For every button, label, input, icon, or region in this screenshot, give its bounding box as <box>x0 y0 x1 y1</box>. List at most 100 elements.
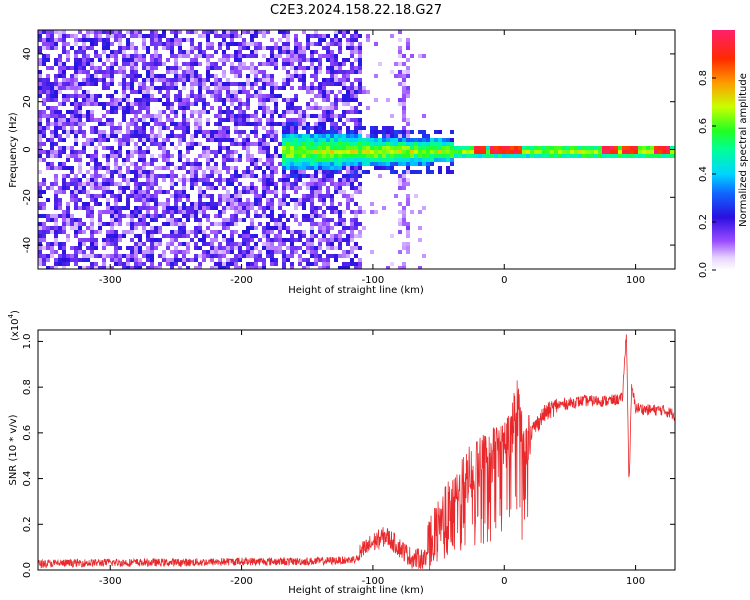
spectrogram-cell <box>322 238 326 242</box>
spectrogram-cell <box>102 130 106 134</box>
spectrogram-cell <box>206 202 210 206</box>
spectrogram-cell <box>278 86 282 90</box>
spectrogram-cell <box>378 158 382 162</box>
spectrogram-cell <box>310 154 314 158</box>
spectrogram-cell <box>282 134 286 138</box>
spectrogram-cell <box>106 94 110 98</box>
spectrogram-cell <box>306 114 310 118</box>
spectrogram-cell <box>218 122 222 126</box>
spectrogram-cell <box>218 266 222 269</box>
spectrogram-cell <box>50 226 54 230</box>
spectrogram-cell <box>338 42 342 46</box>
spectrogram-cell <box>50 130 54 134</box>
spectrogram-cell <box>422 150 426 154</box>
spectrogram-cell <box>266 182 270 186</box>
spectrogram-cell <box>170 174 174 178</box>
spectrogram-cell <box>158 142 162 146</box>
spectrogram-cell <box>86 258 90 262</box>
spectrogram-cell <box>370 134 374 138</box>
spectrogram-cell <box>250 30 254 34</box>
spectrogram-cell <box>290 122 294 126</box>
spectrogram-cell <box>338 38 342 42</box>
spectrogram-cell <box>194 206 198 210</box>
spectrogram-cell <box>346 102 350 106</box>
spectrogram-cell <box>434 130 438 134</box>
spectrogram-cell <box>290 118 294 122</box>
spectrogram-cell <box>134 50 138 54</box>
spectrogram-cell <box>126 142 130 146</box>
spectrogram-cell <box>214 206 218 210</box>
spectrogram-cell <box>66 98 70 102</box>
spectrogram-cell <box>330 210 334 214</box>
spectrogram-cell <box>290 102 294 106</box>
spectrogram-cell <box>146 78 150 82</box>
spectrogram-cell <box>406 38 410 42</box>
spectrogram-cell <box>198 42 202 46</box>
spectrogram-cell <box>154 58 158 62</box>
spectrogram-cell <box>206 30 210 34</box>
spectrogram-cell <box>146 266 150 269</box>
spectrogram-cell <box>402 142 406 146</box>
colorbar-gradient <box>712 30 735 270</box>
spectrogram-cell <box>346 90 350 94</box>
spectrogram-cell <box>454 150 458 154</box>
spectrogram-cell <box>106 46 110 50</box>
spectrogram-cell <box>126 130 130 134</box>
spectrogram-cell <box>330 178 334 182</box>
spectrogram-cell <box>146 106 150 110</box>
spectrogram-cell <box>414 162 418 166</box>
spectrogram-cell <box>162 42 166 46</box>
spectrogram-cell <box>66 154 70 158</box>
spectrogram-cell <box>250 66 254 70</box>
spectrogram-cell <box>318 90 322 94</box>
spectrogram-cell <box>246 226 250 230</box>
spectrogram-cell <box>290 186 294 190</box>
spectrogram-cell <box>334 38 338 42</box>
spectrogram-cell <box>190 30 194 34</box>
spectrogram-cell <box>302 206 306 210</box>
spectrogram-cell <box>406 134 410 138</box>
spectrogram-cell <box>222 110 226 114</box>
spectrogram-cell <box>194 102 198 106</box>
spectrogram-cell <box>598 154 602 158</box>
spectrogram-cell <box>506 154 510 158</box>
spectrogram-cell <box>58 186 62 190</box>
spectrogram-cell <box>654 154 658 158</box>
spectrogram-cell <box>182 186 186 190</box>
spectrogram-cell <box>78 30 82 34</box>
spectrogram-cell <box>394 130 398 134</box>
spectrogram-cell <box>54 114 58 118</box>
spectrogram-cell <box>46 246 50 250</box>
spectrogram-cell <box>194 78 198 82</box>
spectrogram-cell <box>122 142 126 146</box>
spectrogram-cell <box>62 250 66 254</box>
spectrogram-cell <box>130 82 134 86</box>
spectrogram-cell <box>166 206 170 210</box>
spectrogram-cell <box>258 150 262 154</box>
spectrogram-cell <box>218 174 222 178</box>
spectrogram-cell <box>222 178 226 182</box>
spectrogram-cell <box>122 178 126 182</box>
spectrogram-cell <box>266 78 270 82</box>
spectrogram-cell <box>414 138 418 142</box>
spectrogram-cell <box>202 182 206 186</box>
spectrogram-cell <box>338 130 342 134</box>
spectrogram-cell <box>322 202 326 206</box>
spectrogram-cell <box>50 46 54 50</box>
spectrogram-cell <box>230 178 234 182</box>
spectrogram-cell <box>42 190 46 194</box>
spectrogram-cell <box>42 214 46 218</box>
top-y-tick-label: 40 <box>22 48 33 61</box>
spectrogram-cell <box>322 142 326 146</box>
spectrogram-cell <box>238 198 242 202</box>
spectrogram-cell <box>222 166 226 170</box>
spectrogram-cell <box>110 126 114 130</box>
spectrogram-cell <box>294 238 298 242</box>
spectrogram-cell <box>170 258 174 262</box>
spectrogram-cell <box>290 266 294 269</box>
spectrogram-cell <box>118 166 122 170</box>
spectrogram-cell <box>334 254 338 258</box>
spectrogram-cell <box>150 78 154 82</box>
spectrogram-cell <box>190 202 194 206</box>
spectrogram-cell <box>346 234 350 238</box>
